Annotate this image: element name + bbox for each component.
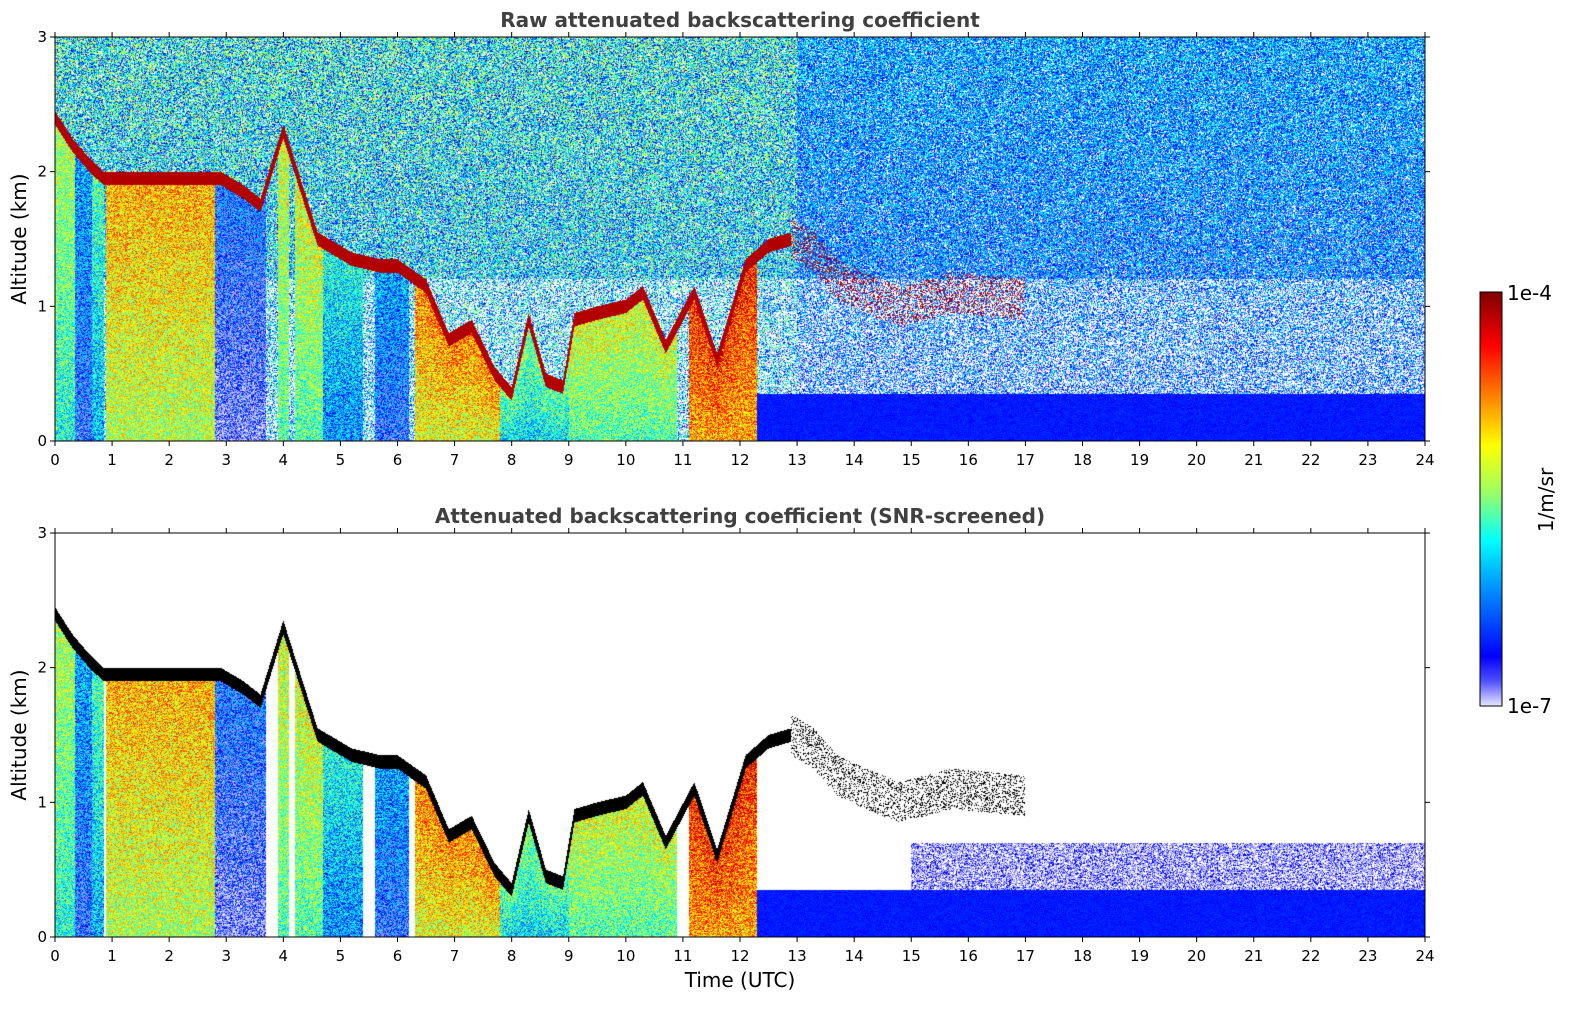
- panel-raw-axes: 0 1 2 3 4 5 6 7 8 9 10 11 12 13 14 15 16 17 18 19 20 21 22 23 24…: [37, 28, 1434, 469]
- panel-screened-heatmap: [55, 533, 1425, 937]
- x-tick-label: 22: [1301, 451, 1320, 469]
- x-tick-label: 23: [1358, 451, 1377, 469]
- colorbar-max-label: 1e-4: [1507, 281, 1552, 305]
- x-tick-label: 9: [564, 451, 574, 469]
- x-tick-label: 12: [730, 947, 749, 965]
- x-tick-label: 13: [788, 451, 807, 469]
- panel-screened-ylabel: Altitude (km): [7, 669, 31, 800]
- x-tick-label: 24: [1415, 947, 1434, 965]
- panel-screened-title: Attenuated backscattering coefficient (S…: [435, 504, 1045, 528]
- x-tick-label: 11: [673, 451, 692, 469]
- x-tick-label: 18: [1073, 451, 1092, 469]
- x-tick-label: 14: [845, 451, 864, 469]
- panel-screened-xlabel: Time (UTC): [684, 968, 796, 992]
- y-tick-label: 0: [37, 928, 47, 946]
- panel-raw: Raw attenuated backscattering coefficien…: [7, 8, 1435, 469]
- colorbar: 1e-4 1e-7 1/m/sr: [1479, 281, 1558, 718]
- x-tick-label: 4: [279, 947, 289, 965]
- x-tick-label: 6: [393, 947, 403, 965]
- x-tick-label: 17: [1016, 947, 1035, 965]
- x-tick-label: 14: [845, 947, 864, 965]
- y-tick-label: 2: [37, 659, 47, 677]
- y-tick-label: 3: [37, 28, 47, 46]
- x-tick-label: 18: [1073, 947, 1092, 965]
- x-tick-label: 10: [616, 451, 635, 469]
- y-tick-label: 1: [37, 297, 47, 315]
- panel-screened-axes: 0 1 2 3 4 5 6 7 8 9 10 11 12 13 14 15 16 17 18 19 20 21 22 23 24…: [37, 524, 1434, 965]
- colorbar-unit-label: 1/m/sr: [1534, 467, 1558, 532]
- x-tick-label: 8: [507, 947, 517, 965]
- x-tick-label: 2: [164, 947, 174, 965]
- panel-raw-title: Raw attenuated backscattering coefficien…: [500, 8, 980, 32]
- x-tick-label: 1: [107, 947, 117, 965]
- x-tick-label: 7: [450, 947, 460, 965]
- x-tick-label: 23: [1358, 947, 1377, 965]
- panel-raw-heatmap: [55, 37, 1425, 441]
- x-tick-label: 20: [1187, 947, 1206, 965]
- x-tick-label: 16: [959, 451, 978, 469]
- x-tick-label: 1: [107, 451, 117, 469]
- x-tick-label: 7: [450, 451, 460, 469]
- x-tick-label: 11: [673, 947, 692, 965]
- x-tick-label: 21: [1244, 947, 1263, 965]
- y-tick-label: 2: [37, 163, 47, 181]
- colorbar-min-label: 1e-7: [1507, 694, 1552, 718]
- x-tick-label: 15: [902, 947, 921, 965]
- x-tick-label: 8: [507, 451, 517, 469]
- x-tick-label: 17: [1016, 451, 1035, 469]
- x-tick-label: 19: [1130, 451, 1149, 469]
- x-tick-label: 20: [1187, 451, 1206, 469]
- y-tick-label: 3: [37, 524, 47, 542]
- x-tick-label: 3: [221, 451, 231, 469]
- panel-raw-ylabel: Altitude (km): [7, 173, 31, 304]
- colorbar-gradient: [1479, 291, 1503, 707]
- y-tick-label: 1: [37, 793, 47, 811]
- x-tick-label: 2: [164, 451, 174, 469]
- x-tick-label: 3: [221, 947, 231, 965]
- x-tick-label: 6: [393, 451, 403, 469]
- x-tick-label: 0: [50, 947, 60, 965]
- x-tick-label: 10: [616, 947, 635, 965]
- x-tick-label: 5: [336, 451, 346, 469]
- y-tick-label: 0: [37, 432, 47, 450]
- x-tick-label: 24: [1415, 451, 1434, 469]
- x-tick-label: 4: [279, 451, 289, 469]
- x-tick-label: 0: [50, 451, 60, 469]
- x-tick-label: 13: [788, 947, 807, 965]
- x-tick-label: 5: [336, 947, 346, 965]
- x-tick-label: 19: [1130, 947, 1149, 965]
- x-tick-label: 16: [959, 947, 978, 965]
- panel-screened: Attenuated backscattering coefficient (S…: [7, 504, 1435, 992]
- x-tick-label: 21: [1244, 451, 1263, 469]
- x-tick-label: 22: [1301, 947, 1320, 965]
- x-tick-label: 15: [902, 451, 921, 469]
- x-tick-label: 9: [564, 947, 574, 965]
- x-tick-label: 12: [730, 451, 749, 469]
